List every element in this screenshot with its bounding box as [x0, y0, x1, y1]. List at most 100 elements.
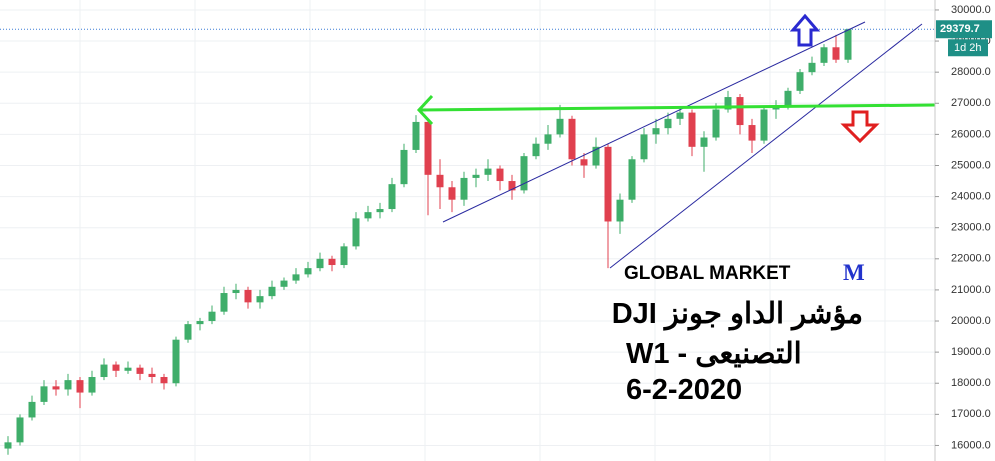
y-tick-label: 25000.0 — [951, 159, 991, 171]
brand: GLOBAL MARKET — [624, 263, 791, 284]
candle-body — [568, 118, 576, 160]
candle-body — [112, 364, 120, 371]
candle-body — [352, 218, 360, 247]
candle-body — [400, 149, 408, 185]
y-tick-label: 21000.0 — [951, 284, 991, 296]
wedge-upper-line — [442, 21, 866, 223]
candle-body — [88, 377, 96, 393]
candle-body — [592, 146, 600, 166]
candle-body — [52, 386, 60, 390]
candle-body — [616, 199, 624, 222]
candle-body — [364, 212, 372, 219]
candle-body — [424, 121, 432, 175]
candle-body — [664, 118, 672, 129]
candle-body — [460, 177, 468, 200]
candle-body — [172, 339, 180, 384]
candle-body — [100, 364, 108, 378]
resistance-arrowhead — [416, 94, 434, 126]
wedge-lower-line — [609, 23, 923, 269]
candle-body — [700, 137, 708, 147]
down-arrow — [840, 110, 880, 144]
candle-body — [748, 125, 756, 141]
y-tick-label: 26000.0 — [951, 128, 991, 140]
vertical-grid — [79, 0, 886, 461]
candle-body — [508, 181, 516, 191]
candle-body — [28, 401, 36, 418]
candle-body — [436, 174, 444, 188]
candle-body — [340, 246, 348, 266]
countdown-box — [948, 39, 988, 57]
y-tick-label: 19000.0 — [951, 346, 991, 358]
candle-body — [292, 274, 300, 281]
candle-body — [652, 128, 660, 135]
candle-body — [280, 280, 288, 287]
candle-body — [256, 296, 264, 303]
candle-body — [4, 442, 12, 449]
candle-body — [244, 289, 252, 303]
candle-body — [232, 289, 240, 294]
candle-body — [520, 156, 528, 191]
candle-body — [484, 168, 492, 175]
candle-body — [328, 258, 336, 266]
last-price-box — [936, 20, 992, 39]
candle-body — [268, 286, 276, 297]
resistance-line — [419, 103, 936, 112]
brand-logo: M — [843, 260, 865, 285]
candle-body — [448, 187, 456, 200]
candle-body — [304, 268, 312, 275]
date: 6-2-2020 — [626, 374, 743, 406]
y-tick-label: 18000.0 — [951, 377, 991, 389]
title-line-2: التصنيعى - W1 — [626, 338, 802, 370]
y-axis-background — [936, 0, 995, 461]
candle-body — [688, 112, 696, 147]
candle-body — [184, 324, 192, 340]
candle-body — [796, 72, 804, 91]
countdown-label: 1d 2h — [954, 42, 982, 54]
candle-body — [124, 367, 132, 371]
y-tick-label: 24000.0 — [951, 191, 991, 203]
y-tick-label: 23000.0 — [951, 222, 991, 234]
candle-body — [580, 159, 588, 166]
y-tick-label: 22000.0 — [951, 253, 991, 265]
candle-body — [412, 121, 420, 150]
candle-body — [64, 380, 72, 390]
candle-body — [724, 97, 732, 110]
y-tick-label: 16000.0 — [951, 439, 991, 451]
y-tick-label: 17000.0 — [951, 408, 991, 420]
candle-body — [208, 311, 216, 322]
candle-body — [808, 62, 816, 73]
candle-body — [556, 118, 564, 135]
candle-body — [160, 377, 168, 384]
candle-body — [736, 97, 744, 126]
candle-body — [532, 143, 540, 157]
y-tick-label: 20000.0 — [951, 315, 991, 327]
candle-body — [196, 321, 204, 325]
candle-body — [844, 29, 852, 60]
candle-body — [388, 184, 396, 210]
candle-body — [784, 90, 792, 107]
candle-body — [376, 209, 384, 213]
y-tick-label: 30000.0 — [951, 4, 991, 16]
candle-body — [628, 159, 636, 200]
last-price-label: 29379.7 — [940, 23, 980, 35]
title-line-1: مؤشر الداو جونز DJI — [611, 298, 863, 330]
candle-body — [676, 112, 684, 119]
candle-body — [640, 134, 648, 160]
candle-body — [148, 373, 156, 378]
candle-body — [832, 47, 840, 60]
candle-body — [316, 258, 324, 269]
candle-body — [220, 293, 228, 312]
candle-body — [760, 109, 768, 141]
candle-body — [40, 386, 48, 402]
candle-body — [16, 417, 24, 443]
candle-body — [136, 367, 144, 374]
candle-body — [604, 146, 612, 222]
candle-body — [472, 174, 480, 178]
y-tick-label: 28000.0 — [951, 66, 991, 78]
candle-body — [76, 380, 84, 393]
candle-body — [712, 109, 720, 138]
candle-body — [496, 168, 504, 182]
candle-body — [820, 47, 828, 63]
